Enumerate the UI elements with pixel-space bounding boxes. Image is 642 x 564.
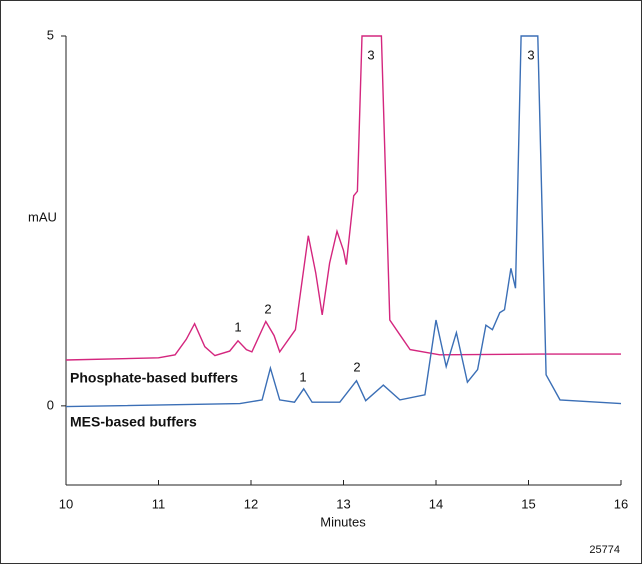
x-tick-label: 15 — [521, 496, 535, 511]
x-tick-label: 11 — [152, 496, 166, 511]
peak-label: 3 — [527, 47, 534, 62]
y-tick-label: 0 — [47, 397, 54, 412]
y-tick-label: 5 — [47, 27, 54, 42]
peak-label: 2 — [264, 301, 271, 316]
line — [65, 35, 622, 408]
peak-label: 1 — [234, 319, 241, 334]
x-tick-label: 16 — [614, 496, 628, 511]
peak-label: 3 — [367, 47, 374, 62]
line — [65, 35, 621, 361]
x-axis-label: Minutes — [320, 514, 366, 529]
series-label: Phosphate-based buffers — [70, 370, 238, 386]
y-axis-label: mAU — [28, 209, 57, 224]
x-tick-label: 10 — [59, 496, 73, 511]
peak-label: 1 — [299, 369, 306, 384]
x-tick-label: 13 — [336, 496, 350, 511]
peak-label: 2 — [353, 359, 360, 374]
figure-code: 25774 — [589, 544, 620, 556]
x-tick-label: 14 — [429, 496, 443, 511]
x-tick-label: 12 — [244, 496, 258, 511]
series-label: MES-based buffers — [70, 414, 197, 430]
